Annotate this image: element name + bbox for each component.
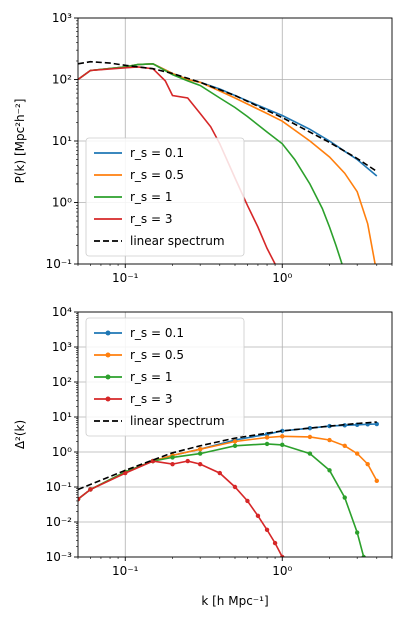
legend-label-1: r_s = 0.1 xyxy=(130,146,184,160)
data-point xyxy=(272,540,278,546)
legend-marker xyxy=(105,330,111,336)
legend-label-5: linear spectrum xyxy=(130,414,225,428)
series-line-5 xyxy=(78,60,378,173)
y-tick-label: 10⁻¹ xyxy=(46,257,73,271)
series-line-3 xyxy=(78,443,365,557)
data-point xyxy=(307,425,313,431)
data-point xyxy=(280,434,285,439)
data-point xyxy=(264,441,270,447)
legend: r_s = 0.1 r_s = 0.5 r_s = 1 r_s = 3 linear s… xyxy=(85,137,245,257)
series-group xyxy=(78,60,378,264)
y-tick-label: 10⁻³ xyxy=(46,550,73,564)
y-tick-label: 10³ xyxy=(52,340,72,354)
y-tick-label: 10¹ xyxy=(52,134,72,148)
data-point xyxy=(374,478,379,484)
data-point xyxy=(197,461,203,467)
chart-panel-1: 10⁻¹ 10⁰ 10⁻¹ 10⁰ 10¹ 10² 10³ P(k) [Mpc²h⁻²] r_s… xyxy=(13,11,393,285)
data-point xyxy=(232,484,238,490)
legend-label-4: r_s = 3 xyxy=(130,212,173,226)
data-point xyxy=(264,435,270,440)
legend-box xyxy=(85,137,245,257)
data-point xyxy=(365,461,370,467)
x-tick-label: 10⁻¹ xyxy=(112,271,139,285)
y-tick-label: 10⁻¹ xyxy=(46,480,73,494)
chart-panel-2: 10⁻¹ 10⁰ 10⁻³ 10⁻² 10⁻¹ 10⁰ 10¹ 10² 10³ 10⁴ Δ²(k) k… xyxy=(13,305,393,608)
legend-marker xyxy=(105,396,111,402)
data-point xyxy=(197,447,203,452)
data-point xyxy=(327,423,332,429)
x-axis-label: k [h Mpc⁻¹] xyxy=(201,594,268,608)
legend-marker xyxy=(105,352,111,358)
x-tick-label: 10⁻¹ xyxy=(112,564,139,578)
legend-label-4: r_s = 3 xyxy=(130,392,173,406)
legend: r_s = 0.1 r_s = 0.5 r_s = 1 r_s = 3 linear s… xyxy=(85,317,245,437)
legend-label-2: r_s = 0.5 xyxy=(130,348,184,362)
y-tick-label: 10⁴ xyxy=(52,305,72,319)
data-point xyxy=(354,451,360,456)
data-point xyxy=(170,455,175,460)
data-point xyxy=(280,428,285,434)
series-group xyxy=(78,421,379,557)
legend-label-3: r_s = 1 xyxy=(130,370,173,384)
legend-label-1: r_s = 0.1 xyxy=(130,326,184,340)
data-point xyxy=(307,434,313,440)
data-point xyxy=(280,554,285,557)
data-point xyxy=(170,461,175,467)
y-axis-label: Δ²(k) xyxy=(13,420,27,449)
data-point xyxy=(245,498,250,504)
legend-box xyxy=(85,317,245,437)
y-tick-label: 10¹ xyxy=(52,410,72,424)
series-line-3 xyxy=(78,62,343,264)
y-tick-label: 10² xyxy=(52,375,72,389)
y-tick-label: 10⁰ xyxy=(52,196,72,210)
legend-label-3: r_s = 1 xyxy=(130,190,173,204)
data-point xyxy=(307,451,313,456)
legend-label-5: linear spectrum xyxy=(130,234,225,248)
data-point xyxy=(327,437,332,443)
legend-label-2: r_s = 0.5 xyxy=(130,168,184,182)
x-tick-label: 10⁰ xyxy=(272,564,292,578)
x-tick-label: 10⁰ xyxy=(272,271,292,285)
data-point xyxy=(232,443,238,449)
data-point xyxy=(88,487,93,492)
series-line-5 xyxy=(78,421,377,491)
data-point xyxy=(123,470,128,476)
data-point xyxy=(327,468,332,473)
data-point xyxy=(197,451,203,456)
data-point xyxy=(185,458,190,464)
series-line-2 xyxy=(78,435,378,500)
data-point xyxy=(78,496,81,502)
data-point xyxy=(255,513,261,519)
data-point xyxy=(361,554,366,557)
axes-frame xyxy=(77,311,393,558)
data-point xyxy=(354,530,360,535)
data-point xyxy=(374,421,379,427)
data-point xyxy=(342,495,347,500)
y-tick-label: 10² xyxy=(52,73,72,87)
series-line-4 xyxy=(78,66,276,264)
data-point xyxy=(280,442,285,448)
y-tick-label: 10⁰ xyxy=(52,445,72,459)
y-axis-label: P(k) [Mpc²h⁻²] xyxy=(13,99,27,184)
data-point xyxy=(342,443,347,449)
y-tick-label: 10³ xyxy=(52,11,72,25)
legend-marker xyxy=(105,374,111,380)
data-point xyxy=(232,439,238,444)
y-tick-label: 10⁻² xyxy=(46,515,73,529)
data-point xyxy=(264,527,270,532)
series-line-4 xyxy=(78,460,284,557)
data-point xyxy=(217,470,222,476)
